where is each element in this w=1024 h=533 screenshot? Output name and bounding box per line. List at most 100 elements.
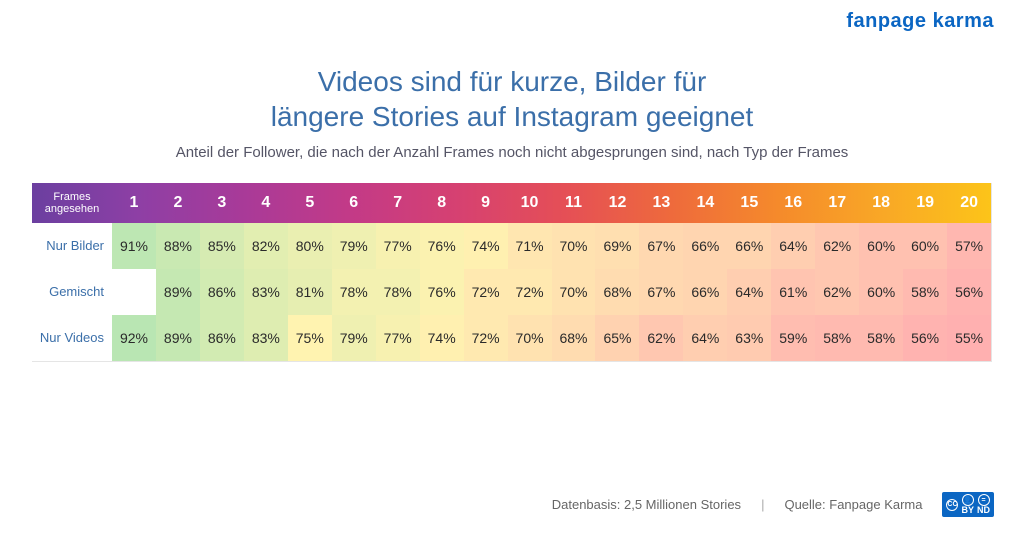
heat-cell: 58% xyxy=(815,315,859,361)
table-row: Nur Videos92%89%86%83%75%79%77%74%72%70%… xyxy=(32,315,991,361)
heat-cell: 76% xyxy=(420,223,464,269)
row-label: Nur Videos xyxy=(32,315,112,361)
heat-cell: 80% xyxy=(288,223,332,269)
heat-cell: 58% xyxy=(859,315,903,361)
heat-cell: 62% xyxy=(815,223,859,269)
heat-cell: 72% xyxy=(464,315,508,361)
heat-cell: 57% xyxy=(947,223,991,269)
heat-cell: 79% xyxy=(332,223,376,269)
heat-cell: 66% xyxy=(727,223,771,269)
heat-cell: 86% xyxy=(200,269,244,315)
table-row: Gemischt89%86%83%81%78%78%76%72%72%70%68… xyxy=(32,269,991,315)
heat-cell: 86% xyxy=(200,315,244,361)
heat-cell: 60% xyxy=(859,223,903,269)
column-header: 15 xyxy=(727,183,771,223)
heat-cell: 58% xyxy=(903,269,947,315)
heat-cell: 59% xyxy=(771,315,815,361)
heat-cell: 66% xyxy=(683,269,727,315)
brand-logo: fanpage karma xyxy=(846,10,994,33)
heat-cell: 56% xyxy=(947,269,991,315)
heat-cell: 64% xyxy=(683,315,727,361)
chart-subtitle: Anteil der Follower, die nach der Anzahl… xyxy=(30,144,994,161)
column-header: 7 xyxy=(376,183,420,223)
footer-quelle: Quelle: Fanpage Karma xyxy=(784,497,922,512)
heat-cell: 64% xyxy=(771,223,815,269)
column-header: 3 xyxy=(200,183,244,223)
heat-cell: 88% xyxy=(156,223,200,269)
heat-cell: 72% xyxy=(464,269,508,315)
page: fanpage karma Videos sind für kurze, Bil… xyxy=(0,0,1024,533)
heat-cell: 70% xyxy=(552,223,596,269)
cc-icon: CC xyxy=(946,499,958,511)
column-header: 2 xyxy=(156,183,200,223)
heat-cell: 67% xyxy=(639,269,683,315)
heat-cell: 91% xyxy=(112,223,156,269)
heat-cell: 67% xyxy=(639,223,683,269)
heat-cell: 62% xyxy=(639,315,683,361)
heat-cell: 79% xyxy=(332,315,376,361)
column-header: 6 xyxy=(332,183,376,223)
heat-cell: 83% xyxy=(244,315,288,361)
chart-footer: Datenbasis: 2,5 Millionen Stories | Quel… xyxy=(30,492,994,517)
column-header: 20 xyxy=(947,183,991,223)
footer-datenbasis: Datenbasis: 2,5 Millionen Stories xyxy=(552,497,741,512)
heat-cell: 71% xyxy=(508,223,552,269)
heatmap-table: Frames angesehen123456789101112131415161… xyxy=(32,183,992,362)
heat-cell: 78% xyxy=(332,269,376,315)
footer-separator: | xyxy=(761,497,764,512)
heat-cell: 77% xyxy=(376,315,420,361)
heat-cell: 62% xyxy=(815,269,859,315)
heat-cell: 60% xyxy=(859,269,903,315)
heat-cell: 83% xyxy=(244,269,288,315)
heat-cell: 89% xyxy=(156,269,200,315)
title-line-1: Videos sind für kurze, Bilder für xyxy=(318,66,707,97)
heat-cell: 92% xyxy=(112,315,156,361)
heat-cell: 78% xyxy=(376,269,420,315)
column-header: 1 xyxy=(112,183,156,223)
heat-cell: 74% xyxy=(464,223,508,269)
heat-cell xyxy=(112,269,156,315)
heat-cell: 75% xyxy=(288,315,332,361)
chart-title: Videos sind für kurze, Bilder für länger… xyxy=(132,64,892,134)
heat-cell: 81% xyxy=(288,269,332,315)
heat-cell: 68% xyxy=(552,315,596,361)
column-header: 16 xyxy=(771,183,815,223)
column-header: 18 xyxy=(859,183,903,223)
column-header: 12 xyxy=(595,183,639,223)
row-label: Gemischt xyxy=(32,269,112,315)
column-header: 19 xyxy=(903,183,947,223)
heat-cell: 60% xyxy=(903,223,947,269)
heat-cell: 76% xyxy=(420,269,464,315)
heat-cell: 82% xyxy=(244,223,288,269)
column-header: 5 xyxy=(288,183,332,223)
heat-cell: 56% xyxy=(903,315,947,361)
heat-cell: 64% xyxy=(727,269,771,315)
column-header: 4 xyxy=(244,183,288,223)
column-header: 14 xyxy=(683,183,727,223)
heat-cell: 74% xyxy=(420,315,464,361)
cc-badge: CC 👤BY =ND xyxy=(942,492,994,517)
row-label: Nur Bilder xyxy=(32,223,112,269)
heat-cell: 55% xyxy=(947,315,991,361)
heat-cell: 69% xyxy=(595,223,639,269)
table-row: Nur Bilder91%88%85%82%80%79%77%76%74%71%… xyxy=(32,223,991,269)
cc-nd-label: ND xyxy=(977,506,990,515)
heat-cell: 70% xyxy=(508,315,552,361)
header-corner-label: Frames angesehen xyxy=(32,183,112,223)
heat-cell: 63% xyxy=(727,315,771,361)
column-header: 8 xyxy=(420,183,464,223)
heat-cell: 66% xyxy=(683,223,727,269)
heat-cell: 68% xyxy=(595,269,639,315)
column-header: 10 xyxy=(508,183,552,223)
column-header: 9 xyxy=(464,183,508,223)
cc-by-label: BY xyxy=(961,506,974,515)
heat-cell: 89% xyxy=(156,315,200,361)
column-header: 11 xyxy=(552,183,596,223)
heat-cell: 72% xyxy=(508,269,552,315)
title-line-2: längere Stories auf Instagram geeignet xyxy=(271,101,754,132)
column-header: 17 xyxy=(815,183,859,223)
heat-cell: 77% xyxy=(376,223,420,269)
column-header: 13 xyxy=(639,183,683,223)
heat-cell: 61% xyxy=(771,269,815,315)
heat-cell: 65% xyxy=(595,315,639,361)
